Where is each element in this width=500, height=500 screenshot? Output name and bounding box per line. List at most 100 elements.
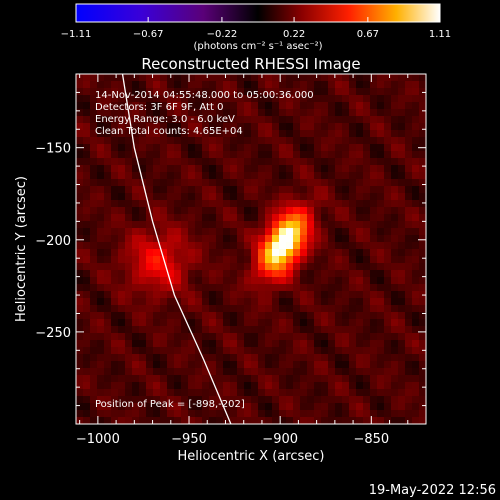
heatmap-cell — [293, 284, 301, 292]
heatmap-cell — [293, 270, 301, 278]
heatmap-cell — [230, 165, 238, 173]
heatmap-cell — [258, 235, 266, 243]
heatmap-cell — [300, 403, 308, 411]
heatmap-cell — [202, 417, 210, 424]
heatmap-cell — [209, 396, 217, 404]
heatmap-cell — [104, 123, 112, 131]
heatmap-cell — [265, 312, 273, 320]
heatmap-cell — [342, 305, 350, 313]
heatmap-cell — [272, 312, 280, 320]
heatmap-cell — [314, 228, 322, 236]
heatmap-cell — [363, 242, 371, 250]
heatmap-cell — [398, 256, 406, 264]
heatmap-cell — [321, 389, 329, 397]
heatmap-cell — [384, 375, 392, 383]
heatmap-cell — [216, 186, 224, 194]
heatmap-cell — [335, 403, 343, 411]
heatmap-cell — [314, 249, 322, 257]
heatmap-cell — [125, 130, 133, 138]
heatmap-cell — [237, 396, 245, 404]
heatmap-cell — [384, 242, 392, 250]
heatmap-cell — [314, 326, 322, 334]
heatmap-cell — [167, 354, 175, 362]
heatmap-cell — [181, 410, 189, 418]
heatmap-cell — [335, 228, 343, 236]
heatmap-cell — [237, 193, 245, 201]
heatmap-cell — [167, 81, 175, 89]
heatmap-cell — [342, 214, 350, 222]
heatmap-cell — [370, 88, 378, 96]
heatmap-cell — [321, 242, 329, 250]
heatmap-cell — [174, 368, 182, 376]
heatmap-cell — [181, 249, 189, 257]
heatmap-cell — [188, 102, 196, 110]
heatmap-cell — [76, 298, 84, 306]
heatmap-cell — [384, 144, 392, 152]
heatmap-cell — [244, 263, 252, 271]
heatmap-cell — [97, 165, 105, 173]
heatmap-cell — [265, 256, 273, 264]
heatmap-cell — [202, 123, 210, 131]
heatmap-cell — [132, 368, 140, 376]
heatmap-cell — [146, 284, 154, 292]
heatmap-cell — [195, 193, 203, 201]
heatmap-cell — [391, 298, 399, 306]
heatmap-cell — [132, 333, 140, 341]
heatmap-cell — [286, 81, 294, 89]
heatmap-cell — [216, 368, 224, 376]
heatmap-cell — [272, 333, 280, 341]
heatmap-cell — [132, 200, 140, 208]
heatmap-cell — [83, 130, 91, 138]
heatmap-cell — [307, 200, 315, 208]
heatmap-cell — [139, 326, 147, 334]
heatmap-cell — [363, 137, 371, 145]
heatmap-cell — [104, 130, 112, 138]
heatmap-cell — [328, 193, 336, 201]
heatmap-cell — [202, 389, 210, 397]
heatmap-cell — [405, 95, 413, 103]
heatmap-cell — [293, 207, 301, 215]
heatmap-cell — [97, 242, 105, 250]
heatmap-cell — [118, 151, 126, 159]
heatmap-cell — [307, 235, 315, 243]
heatmap-cell — [209, 102, 217, 110]
heatmap-cell — [314, 347, 322, 355]
heatmap-cell — [181, 95, 189, 103]
heatmap-cell — [202, 172, 210, 180]
heatmap-cell — [321, 165, 329, 173]
heatmap-cell — [356, 354, 364, 362]
heatmap-cell — [251, 382, 259, 390]
heatmap-cell — [405, 130, 413, 138]
heatmap-cell — [286, 200, 294, 208]
heatmap-cell — [195, 179, 203, 187]
heatmap-cell — [328, 375, 336, 383]
heatmap-cell — [265, 270, 273, 278]
heatmap-cell — [202, 200, 210, 208]
heatmap-cell — [412, 165, 420, 173]
heatmap-cell — [174, 74, 182, 82]
heatmap-cell — [370, 221, 378, 229]
heatmap-cell — [139, 109, 147, 117]
heatmap-cell — [104, 228, 112, 236]
heatmap-cell — [160, 368, 168, 376]
heatmap-cell — [398, 305, 406, 313]
heatmap-cell — [384, 291, 392, 299]
colorbar-tick-label: −0.67 — [133, 29, 164, 40]
heatmap-cell — [335, 116, 343, 124]
heatmap-cell — [307, 291, 315, 299]
heatmap-cell — [167, 186, 175, 194]
heatmap-cell — [146, 326, 154, 334]
heatmap-cell — [160, 151, 168, 159]
heatmap-cell — [132, 270, 140, 278]
heatmap-cell — [335, 158, 343, 166]
heatmap-cell — [125, 368, 133, 376]
heatmap-cell — [160, 263, 168, 271]
heatmap-cell — [293, 333, 301, 341]
heatmap-cell — [300, 319, 308, 327]
heatmap-cell — [398, 242, 406, 250]
heatmap-cell — [125, 354, 133, 362]
heatmap-cell — [223, 221, 231, 229]
heatmap-cell — [370, 186, 378, 194]
heatmap-cell — [111, 270, 119, 278]
heatmap-cell — [391, 256, 399, 264]
